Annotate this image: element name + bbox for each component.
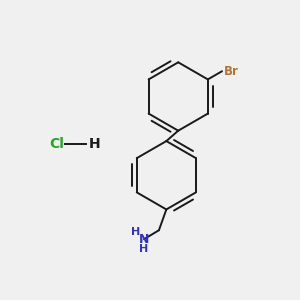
Text: N: N	[139, 233, 149, 246]
Text: Cl: Cl	[49, 137, 64, 151]
Text: Br: Br	[224, 65, 239, 78]
Text: H: H	[140, 244, 149, 254]
Text: H: H	[88, 137, 100, 151]
Text: H: H	[130, 227, 140, 237]
